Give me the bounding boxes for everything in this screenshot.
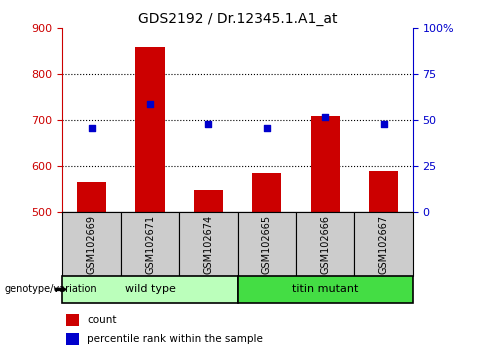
Title: GDS2192 / Dr.12345.1.A1_at: GDS2192 / Dr.12345.1.A1_at [138, 12, 337, 26]
Text: genotype/variation: genotype/variation [5, 284, 97, 295]
Bar [135, 47, 165, 212]
Text: percentile rank within the sample: percentile rank within the sample [87, 335, 263, 344]
Bar [354, 212, 413, 276]
Text: GSM102665: GSM102665 [262, 215, 272, 274]
Point [380, 121, 387, 127]
Bar [369, 171, 398, 212]
Bar [194, 190, 223, 212]
Bar [238, 212, 296, 276]
Text: titin mutant: titin mutant [292, 284, 359, 295]
Bar [62, 276, 238, 303]
Bar [252, 173, 281, 212]
Text: wild type: wild type [125, 284, 175, 295]
Point [263, 125, 271, 131]
Bar [311, 116, 340, 212]
Bar [77, 183, 106, 212]
Point [146, 101, 154, 107]
Text: GSM102666: GSM102666 [320, 215, 330, 274]
Text: count: count [87, 315, 117, 325]
Point [88, 125, 96, 131]
Bar [66, 333, 79, 346]
Point [321, 114, 329, 120]
Text: GSM102674: GSM102674 [204, 215, 214, 274]
Bar [238, 276, 413, 303]
Text: GSM102667: GSM102667 [379, 215, 389, 274]
Point [204, 121, 212, 127]
Text: GSM102669: GSM102669 [86, 215, 96, 274]
Bar [296, 212, 354, 276]
Bar [179, 212, 238, 276]
Bar [66, 314, 79, 326]
Bar [62, 212, 121, 276]
Bar [121, 212, 179, 276]
Text: GSM102671: GSM102671 [145, 215, 155, 274]
